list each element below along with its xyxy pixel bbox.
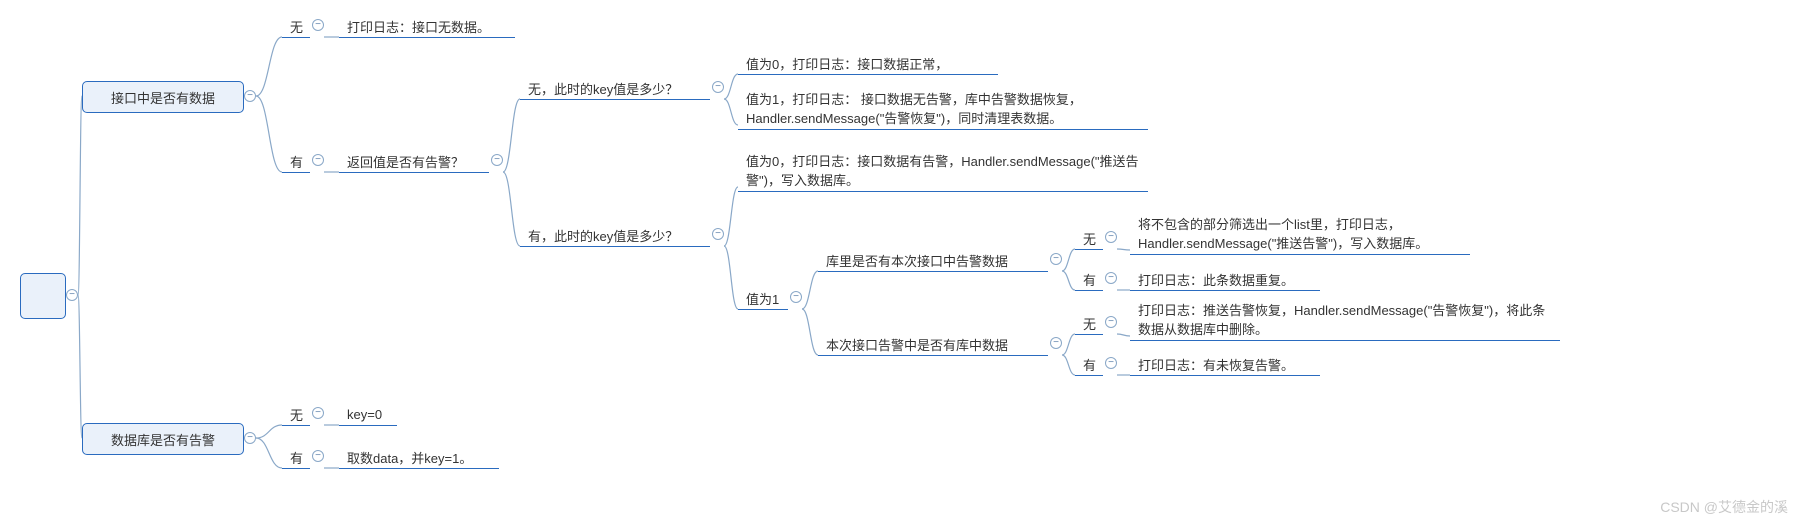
connector [256,438,282,468]
connector [802,309,818,355]
node-label: 有 [1075,351,1104,376]
connector [256,96,282,172]
node-label: 值为1 [738,285,787,310]
node-v1_dbhas_yes[interactable]: 有 [1075,266,1103,291]
node-label: 值为0，打印日志：接口数据正常， [738,50,956,75]
connector [1062,334,1075,355]
node-label: 接口中是否有数据 [101,82,225,113]
node-n_db[interactable]: 数据库是否有告警 [82,423,244,455]
node-ret_yes_v0[interactable]: 值为0，打印日志：接口数据有告警，Handler.sendMessage("推送… [738,147,1148,192]
node-label: 返回值是否有告警？ [339,148,472,173]
node-label: 本次接口告警中是否有库中数据 [818,331,1016,356]
node-v1_apihas_yes_txt[interactable]: 打印日志：有未恢复告警。 [1130,351,1320,376]
node-ret_yes[interactable]: 有，此时的key值是多少？ [520,222,710,247]
connector [1062,355,1075,375]
node-ret_no_v1[interactable]: 值为1，打印日志： 接口数据无告警，库中告警数据恢复，Handler.sendM… [738,85,1148,130]
collapse-toggle[interactable] [790,291,802,303]
node-label: 值为0，打印日志：接口数据有告警，Handler.sendMessage("推送… [738,147,1148,191]
collapse-toggle[interactable] [66,289,78,301]
node-api_no[interactable]: 无 [282,13,310,38]
node-api_ret[interactable]: 返回值是否有告警？ [339,148,489,173]
connector [724,246,738,309]
connector [78,295,82,438]
node-label: 打印日志：推送告警恢复，Handler.sendMessage("告警恢复")，… [1130,296,1560,340]
connector [256,425,282,438]
node-root[interactable] [20,273,66,319]
collapse-toggle[interactable] [1105,316,1117,328]
collapse-toggle[interactable] [312,154,324,166]
node-db_yes_txt[interactable]: 取数data，并key=1。 [339,444,499,469]
collapse-toggle[interactable] [1050,337,1062,349]
connector [256,37,282,96]
node-db_no_txt[interactable]: key=0 [339,401,397,426]
node-label: 值为1，打印日志： 接口数据无告警，库中告警数据恢复，Handler.sendM… [738,85,1148,129]
connector [1117,249,1130,250]
collapse-toggle[interactable] [712,228,724,240]
collapse-toggle[interactable] [1105,272,1117,284]
collapse-toggle[interactable] [491,154,503,166]
node-v1_apihas_no_txt[interactable]: 打印日志：推送告警恢复，Handler.sendMessage("告警恢复")，… [1130,296,1560,341]
collapse-toggle[interactable] [1050,253,1062,265]
node-v1_apihas[interactable]: 本次接口告警中是否有库中数据 [818,331,1048,356]
collapse-toggle[interactable] [244,90,256,102]
connector [78,96,82,295]
node-db_no[interactable]: 无 [282,401,310,426]
node-label: 无，此时的key值是多少？ [520,75,686,100]
connector [503,99,520,172]
node-label: 无 [1075,225,1104,250]
node-v1_dbhas_no[interactable]: 无 [1075,225,1103,250]
node-v1_dbhas_no_txt[interactable]: 将不包含的部分筛选出一个list里，打印日志，Handler.sendMessa… [1130,210,1470,255]
node-db_yes[interactable]: 有 [282,444,310,469]
node-v1_apihas_yes[interactable]: 有 [1075,351,1103,376]
node-label: 有 [1075,266,1104,291]
node-label: key=0 [339,403,390,424]
collapse-toggle[interactable] [1105,357,1117,369]
node-label: 将不包含的部分筛选出一个list里，打印日志，Handler.sendMessa… [1130,210,1470,254]
node-label: 无 [1075,310,1104,335]
node-label: 打印日志：此条数据重复。 [1130,266,1302,291]
node-label: 打印日志：有未恢复告警。 [1130,351,1302,376]
node-label: 有，此时的key值是多少？ [520,222,686,247]
collapse-toggle[interactable] [312,450,324,462]
watermark: CSDN @艾德金的溪 [1660,497,1788,517]
connector [1062,249,1075,271]
connector [724,187,738,246]
node-label: 打印日志：接口无数据。 [339,13,498,38]
connector [1117,334,1130,336]
connector [503,172,520,246]
node-label: 有 [282,148,311,173]
connector [724,99,738,125]
collapse-toggle[interactable] [312,19,324,31]
node-ret_yes_v1[interactable]: 值为1 [738,285,788,310]
node-label: 数据库是否有告警 [101,424,225,455]
node-ret_no[interactable]: 无，此时的key值是多少？ [520,75,710,100]
collapse-toggle[interactable] [312,407,324,419]
node-label: 无 [282,401,311,426]
node-label: 无 [282,13,311,38]
connector [724,74,738,99]
node-api_yes[interactable]: 有 [282,148,310,173]
node-ret_no_v0[interactable]: 值为0，打印日志：接口数据正常， [738,50,998,75]
connector [802,271,818,309]
node-label: 有 [282,444,311,469]
collapse-toggle[interactable] [244,432,256,444]
node-v1_dbhas_yes_txt[interactable]: 打印日志：此条数据重复。 [1130,266,1320,291]
node-label [33,290,53,302]
connector [1062,271,1075,290]
node-v1_apihas_no[interactable]: 无 [1075,310,1103,335]
node-n_api[interactable]: 接口中是否有数据 [82,81,244,113]
collapse-toggle[interactable] [1105,231,1117,243]
node-label: 取数data，并key=1。 [339,444,480,469]
node-v1_dbhas[interactable]: 库里是否有本次接口中告警数据 [818,247,1048,272]
node-api_no_log[interactable]: 打印日志：接口无数据。 [339,13,515,38]
collapse-toggle[interactable] [712,81,724,93]
node-label: 库里是否有本次接口中告警数据 [818,247,1016,272]
